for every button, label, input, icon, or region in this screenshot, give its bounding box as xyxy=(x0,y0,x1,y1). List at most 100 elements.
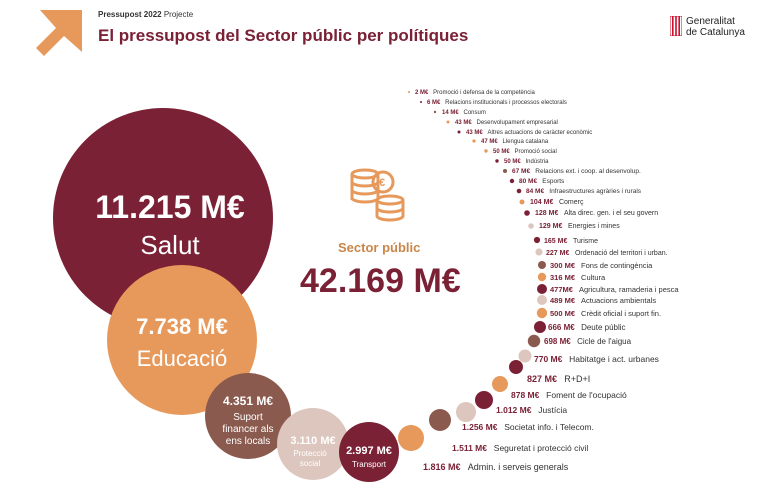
bubble-proteccio-social xyxy=(277,408,349,480)
list-item-amount: 666 M€ xyxy=(548,323,575,332)
list-item-label: Agricultura, ramaderia i pesca xyxy=(579,285,679,294)
list-item-label: Cultura xyxy=(581,273,606,282)
list-item-amount: 104 M€ xyxy=(530,199,553,206)
transport-label: Transport xyxy=(352,460,387,469)
list-bubble xyxy=(446,120,450,124)
list-bubble xyxy=(528,223,534,229)
list-item-label: Alta direc. gen. i el seu govern xyxy=(564,210,658,217)
list-item: 827 M€ R+D+I xyxy=(527,374,590,384)
svg-text:€: € xyxy=(379,177,385,189)
list-item: 500 M€ Crèdit oficial i suport fin. xyxy=(550,309,661,318)
subtitle-rest: Projecte xyxy=(161,10,194,19)
list-item-label: Indústria xyxy=(525,159,549,165)
list-item-label: Turisme xyxy=(573,238,598,245)
list-bubble xyxy=(518,349,532,363)
list-item-label: Crèdit oficial i suport fin. xyxy=(581,309,661,318)
list-item-label: Admin. i serveis generals xyxy=(468,462,569,472)
brand-text: Generalitat de Catalunya xyxy=(686,16,745,38)
list-item-label: Llengua catalana xyxy=(502,139,548,145)
suport-label-3: ens locals xyxy=(226,436,270,447)
list-item: 129 M€ Energies i mines xyxy=(539,223,620,230)
list-item-amount: 6 M€ xyxy=(427,100,441,106)
list-bubble xyxy=(538,261,546,269)
list-item-label: Actuacions ambientals xyxy=(581,296,656,305)
list-item-label: Seguretat i protecció civil xyxy=(494,443,589,453)
list-item: 1.012 M€ Justícia xyxy=(496,405,567,415)
list-bubble xyxy=(524,210,530,216)
list-item-label: Deute públic xyxy=(581,323,625,332)
list-item-label: Energies i mines xyxy=(568,223,620,230)
list-item-label: Habitatge i act. urbanes xyxy=(569,354,659,364)
educacio-amount: 7.738 M€ xyxy=(136,314,228,339)
list-item-amount: 84 M€ xyxy=(526,188,544,195)
list-item-label: Justícia xyxy=(538,405,567,415)
page-title: El pressupost del Sector públic per polí… xyxy=(98,26,469,45)
list-item: 666 M€ Deute públic xyxy=(548,323,626,332)
list-item-label: Infraestructures agràries i rurals xyxy=(549,188,642,195)
list-bubble xyxy=(534,321,546,333)
list-item: 43 M€ Altres actuacions de caràcter econò… xyxy=(466,130,592,136)
list-bubble xyxy=(527,334,541,348)
list-item: 50 M€ Indústria xyxy=(504,159,549,165)
salut-label: Salut xyxy=(140,230,200,260)
list-item-amount: 14 M€ xyxy=(442,110,459,116)
list-bubble xyxy=(429,409,451,431)
list-item: 2 M€ Promoció i defensa de la competència xyxy=(415,90,536,96)
list-item: 1.256 M€ Societat info. i Telecom. xyxy=(462,422,594,432)
list-item-label: Comerç xyxy=(559,199,584,206)
list-bubble xyxy=(503,169,507,173)
list-item-amount: 316 M€ xyxy=(550,273,576,282)
list-bubble xyxy=(398,425,424,451)
generalitat-flag-icon xyxy=(670,16,682,36)
bubble-transport xyxy=(339,422,399,482)
list-item: 80 M€ Esports xyxy=(519,178,565,185)
list-item: 1.511 M€ Seguretat i protecció civil xyxy=(452,443,588,453)
subtitle-bold: Pressupost 2022 xyxy=(98,10,162,19)
brand-line1: Generalitat xyxy=(686,16,735,27)
list-item: 1.816 M€ Admin. i serveis generals xyxy=(423,462,569,472)
proteccio-amount: 3.110 M€ xyxy=(290,435,335,447)
list-item: 698 M€ Cicle de l'aigua xyxy=(544,337,632,346)
list-item: 770 M€ Habitatge i act. urbanes xyxy=(534,354,659,364)
list-item-amount: 128 M€ xyxy=(535,210,558,217)
list-item-amount: 227 M€ xyxy=(546,250,569,257)
list-item-amount: 2 M€ xyxy=(415,90,429,96)
list-item-label: Altres actuacions de caràcter econòmic xyxy=(487,130,592,136)
list-item: 128 M€ Alta direc. gen. i el seu govern xyxy=(535,210,658,217)
list-bubble xyxy=(537,295,547,305)
list-item-label: Relacions ext. i coop. al desenvolup. xyxy=(535,168,641,175)
brand-line2: de Catalunya xyxy=(686,27,745,38)
list-bubble xyxy=(408,91,410,93)
list-item: 50 M€ Promoció social xyxy=(493,149,557,155)
list-item-label: Cicle de l'aigua xyxy=(577,337,632,346)
list-bubble xyxy=(457,130,461,134)
list-item: 67 M€ Relacions ext. i coop. al desenvolu… xyxy=(512,168,641,175)
list-item-amount: 477M€ xyxy=(550,285,574,294)
list-item-label: Ordenació del territori i urban. xyxy=(575,250,668,257)
list-item-amount: 129 M€ xyxy=(539,223,562,230)
bubble-educacio xyxy=(107,265,257,415)
list-item-label: Promoció i defensa de la competència xyxy=(433,90,535,96)
list-item: 316 M€ Cultura xyxy=(550,273,606,282)
list-item: 104 M€ Comerç xyxy=(530,199,584,206)
list-item-label: Consum xyxy=(463,110,485,116)
list-item-amount: 1.256 M€ xyxy=(462,422,498,432)
list-item-amount: 43 M€ xyxy=(455,120,472,126)
list-bubble xyxy=(492,376,508,392)
sector-total: 42.169 M€ xyxy=(300,262,461,300)
list-item-amount: 50 M€ xyxy=(493,149,510,155)
list-bubble xyxy=(433,110,437,114)
list-item: 43 M€ Desenvolupament empresarial xyxy=(455,120,558,126)
list-bubble xyxy=(535,248,543,256)
list-item: 14 M€ Consum xyxy=(442,110,486,116)
coins-icon: € xyxy=(350,168,405,222)
list-bubble xyxy=(472,139,476,143)
list-item-amount: 300 M€ xyxy=(550,261,576,270)
list-item-amount: 67 M€ xyxy=(512,168,530,175)
list-item-amount: 827 M€ xyxy=(527,374,557,384)
list-item: 227 M€ Ordenació del territori i urban. xyxy=(546,250,668,257)
list-item-label: Promoció social xyxy=(514,149,556,155)
bubble-salut xyxy=(53,108,273,328)
list-item-amount: 878 M€ xyxy=(511,390,540,400)
list-item: 489 M€ Actuacions ambientals xyxy=(550,296,656,305)
